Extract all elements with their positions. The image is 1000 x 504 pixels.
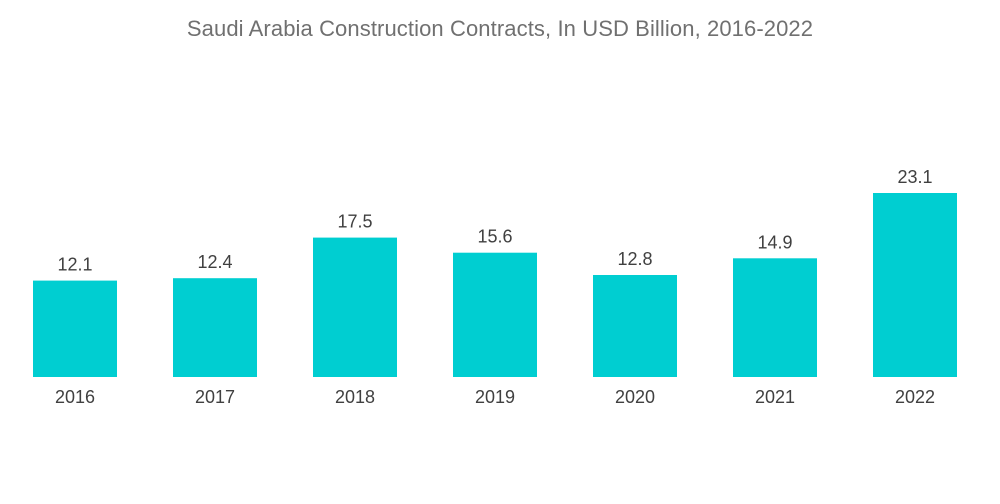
- bar-2016: [33, 280, 117, 377]
- x-tick-label-2018: 2018: [335, 387, 375, 407]
- data-label-2021: 14.9: [757, 232, 792, 252]
- x-tick-label-2021: 2021: [755, 387, 795, 407]
- data-label-2020: 12.8: [617, 249, 652, 269]
- data-label-2019: 15.6: [477, 227, 512, 247]
- bar-2022: [873, 193, 957, 377]
- data-label-2018: 17.5: [337, 212, 372, 232]
- chart-title: Saudi Arabia Construction Contracts, In …: [186, 16, 814, 41]
- bar-2020: [593, 275, 677, 377]
- bar-2019: [453, 252, 537, 377]
- data-label-2022: 23.1: [897, 167, 932, 187]
- x-tick-label-2019: 2019: [475, 387, 515, 407]
- bar-2018: [313, 237, 397, 377]
- x-tick-label-2020: 2020: [615, 387, 655, 407]
- data-label-2016: 12.1: [57, 255, 92, 275]
- bar-2017: [173, 278, 257, 377]
- data-label-2017: 12.4: [197, 252, 232, 272]
- x-tick-label-2017: 2017: [195, 387, 235, 407]
- x-tick-label-2016: 2016: [55, 387, 95, 407]
- x-tick-label-2022: 2022: [895, 387, 935, 407]
- bar-2021: [733, 258, 817, 377]
